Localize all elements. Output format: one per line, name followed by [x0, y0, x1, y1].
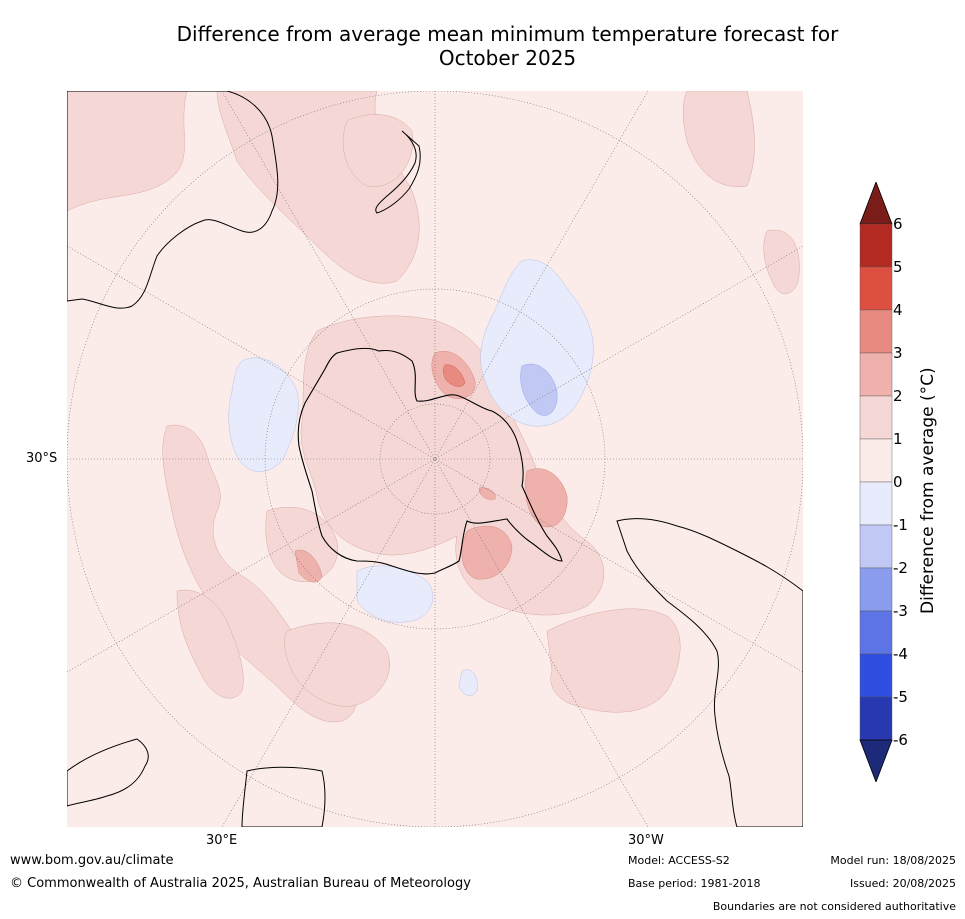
lat-label: 30°S — [26, 451, 58, 466]
new-zealand-outline — [375, 130, 421, 214]
colorbar-tick-label: 5 — [893, 258, 903, 276]
colorbar-tick-label: 6 — [893, 215, 903, 233]
colorbar-segment — [859, 481, 893, 526]
colorbar-segment — [859, 438, 893, 483]
colorbar-tick-label: 3 — [893, 344, 903, 362]
footer-website[interactable]: www.bom.gov.au/climate — [10, 853, 174, 868]
antarctica-outline — [297, 347, 563, 575]
colorbar-tick-label: -6 — [893, 731, 908, 749]
colorbar-tick-label: 0 — [893, 473, 903, 491]
africa-outline — [67, 738, 326, 827]
colorbar-segments — [859, 223, 893, 741]
anomaly-minus1-0 — [228, 259, 594, 696]
footer-disclaimer: Boundaries are not considered authoritat… — [712, 900, 956, 913]
colorbar-tick-label: 2 — [893, 387, 903, 405]
footer-model: Model: ACCESS-S2 — [628, 854, 730, 867]
colorbar-segment — [859, 653, 893, 698]
map-title: Difference from average mean minimum tem… — [60, 22, 955, 70]
colorbar-segment — [859, 610, 893, 655]
footer-base-period: Base period: 1981-2018 — [628, 877, 761, 890]
colorbar-segment — [859, 223, 893, 268]
colorbar-ticks: 6 5 4 3 2 1 0 -1 -2 -3 -4 -5 -6 — [893, 215, 908, 749]
lon-label-30w: 30°W — [628, 833, 664, 848]
colorbar-segment — [859, 395, 893, 440]
colorbar-extend-max — [859, 182, 893, 225]
colorbar-label: Difference from average (°C) — [918, 367, 938, 614]
colorbar-tick-label: 1 — [893, 430, 903, 448]
colorbar-extend-min — [859, 739, 893, 782]
colorbar: 6 5 4 3 2 1 0 -1 -2 -3 -4 -5 -6 — [859, 182, 908, 782]
footer-copyright: © Commonwealth of Australia 2025, Austra… — [10, 876, 471, 891]
colorbar-segment — [859, 524, 893, 569]
colorbar-segment — [859, 696, 893, 741]
lon-label-30e: 30°E — [206, 833, 238, 848]
colorbar-tick-label: -2 — [893, 559, 908, 577]
anomaly-1-2 — [67, 91, 800, 723]
title-line-1: Difference from average mean minimum tem… — [176, 22, 839, 46]
graticule — [67, 91, 803, 827]
forecast-map — [67, 91, 803, 827]
colorbar-tick-label: -1 — [893, 516, 908, 534]
anomaly-3-4 — [443, 364, 466, 387]
colorbar-segment — [859, 266, 893, 311]
australia-outline — [67, 91, 279, 309]
anomaly-minus2-minus1 — [520, 363, 558, 416]
footer-model-run: Model run: 18/08/2025 — [830, 854, 956, 867]
colorbar-segment — [859, 352, 893, 397]
south-america-outline — [616, 518, 803, 827]
colorbar-segment — [859, 309, 893, 354]
footer-issued: Issued: 20/08/2025 — [849, 877, 956, 890]
title-line-2: October 2025 — [438, 46, 577, 70]
colorbar-tick-label: -4 — [893, 645, 908, 663]
colorbar-tick-label: 4 — [893, 301, 903, 319]
colorbar-tick-label: -5 — [893, 688, 908, 706]
colorbar-segment — [859, 567, 893, 612]
colorbar-tick-label: -3 — [893, 602, 908, 620]
